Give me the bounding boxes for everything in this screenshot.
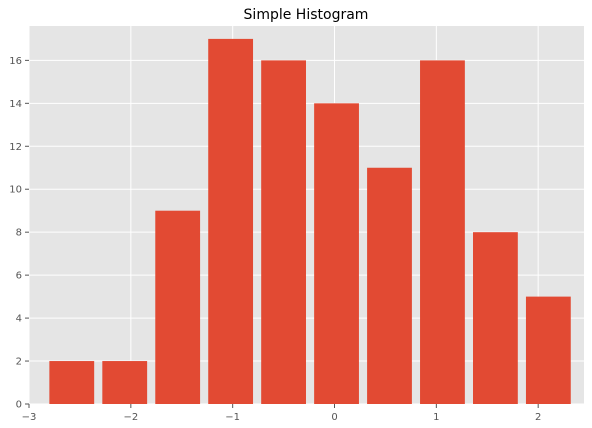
- x-tick-label: 0: [331, 412, 337, 423]
- x-tick-label: 2: [535, 412, 541, 423]
- y-tick-label: 0: [16, 400, 22, 411]
- histogram-bar: [261, 60, 306, 404]
- x-tick-label: −1: [225, 412, 240, 423]
- histogram-bar: [525, 296, 571, 404]
- y-tick-label: 12: [9, 142, 22, 153]
- y-tick-label: 14: [9, 99, 22, 110]
- y-tick-label: 16: [9, 56, 22, 67]
- y-tick-label: 4: [16, 314, 22, 325]
- x-axis-ticks: −3 −2 −1 0 1 2: [22, 404, 541, 423]
- histogram-bar: [367, 167, 412, 404]
- histogram-bar: [420, 60, 465, 404]
- histogram-bar: [314, 103, 359, 405]
- y-axis-ticks: 0 2 4 6 8 10 12 14 16: [9, 56, 29, 411]
- y-tick-label: 2: [16, 357, 22, 368]
- histogram-bar: [208, 38, 254, 405]
- x-tick-label: 1: [433, 412, 439, 423]
- histogram-bar: [102, 361, 148, 404]
- histogram-bar: [49, 361, 95, 404]
- y-tick-label: 8: [16, 228, 22, 239]
- x-tick-label: −3: [22, 412, 37, 423]
- y-tick-label: 10: [9, 185, 22, 196]
- bars: [49, 38, 571, 405]
- chart-title: Simple Histogram: [244, 7, 369, 23]
- histogram-bar: [155, 210, 201, 404]
- histogram-bar: [473, 232, 518, 404]
- x-tick-label: −2: [123, 412, 138, 423]
- y-tick-label: 6: [16, 271, 22, 282]
